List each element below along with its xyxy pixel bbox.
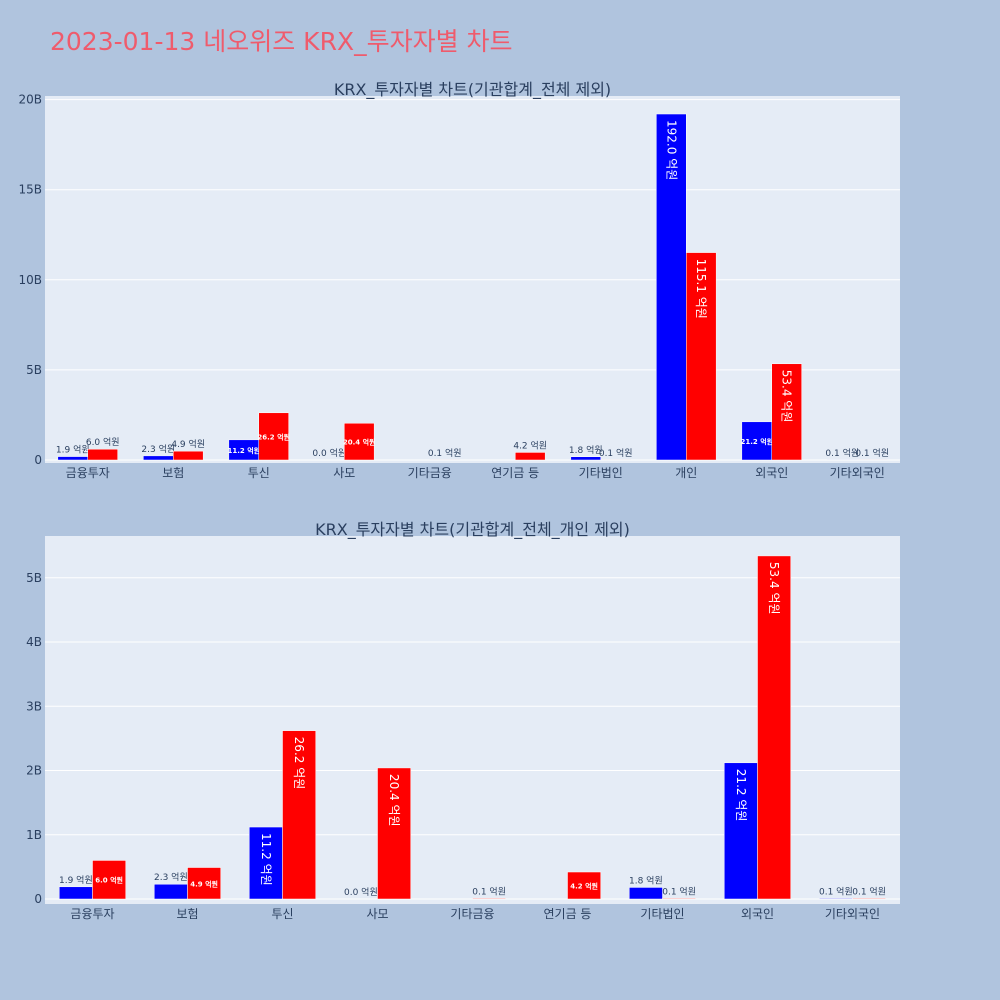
chart-bottom: 0 1B 2B 3B 4B 5B KRX_투자자별 차트(기관합계_전체_개인 제외) 금융투… <box>26 520 900 921</box>
bar-sell <box>662 898 696 900</box>
data-label: 4.9 억원 <box>190 879 218 888</box>
x-tick-label: 금융투자 <box>70 907 114 921</box>
data-label: 192.0 억원 <box>664 120 678 180</box>
data-label: 11.2 억원 <box>227 446 260 455</box>
data-label: 0.0 억원 <box>312 447 346 459</box>
bar-buy <box>819 898 853 900</box>
y-tick-label: 20B <box>18 93 42 107</box>
x-tick-label: 보험 <box>176 907 198 921</box>
data-label: 0.1 억원 <box>428 447 462 459</box>
data-label: 0.1 억원 <box>599 447 633 459</box>
data-label: 1.9 억원 <box>59 874 93 886</box>
data-label: 4.2 억원 <box>570 882 598 891</box>
bar-buy <box>656 113 687 461</box>
x-tick-label: 연기금 등 <box>491 466 539 480</box>
y-tick-label: 10B <box>18 273 42 287</box>
data-label: 20.4 억원 <box>387 774 401 827</box>
data-label: 26.2 억원 <box>257 432 290 441</box>
data-label: 2.3 억원 <box>141 443 175 455</box>
data-label: 0.1 억원 <box>662 885 696 897</box>
y-tick-label: 5B <box>26 571 42 585</box>
bar-sell <box>258 412 289 461</box>
x-tick-label: 기타법인 <box>640 907 684 921</box>
y-tick-label: 4B <box>26 635 42 649</box>
bar-sell <box>472 898 506 900</box>
data-label: 11.2 억원 <box>259 833 273 886</box>
page-title: 2023-01-13 네오위즈 KRX_투자자별 차트 <box>50 27 513 56</box>
bar-sell <box>187 867 221 900</box>
x-tick-label: 사모 <box>333 466 355 480</box>
data-label: 0.0 억원 <box>344 886 378 898</box>
data-label: 1.9 억원 <box>56 444 90 456</box>
x-tick-label: 기타금융 <box>408 466 452 480</box>
bar-sell <box>567 871 601 900</box>
data-label: 53.4 억원 <box>780 370 794 423</box>
y-tick-label: 1B <box>26 828 42 842</box>
y-tick-label: 15B <box>18 183 42 197</box>
y-tick-label: 3B <box>26 699 42 713</box>
data-label: 26.2 억원 <box>292 737 306 790</box>
x-tick-label: 보험 <box>162 466 184 480</box>
data-label: 0.1 억원 <box>472 885 506 897</box>
data-label: 6.0 억원 <box>95 876 123 885</box>
bar-sell <box>852 898 886 900</box>
bar-sell <box>377 767 411 900</box>
data-label: 4.9 억원 <box>171 438 205 450</box>
y-tick-label: 0 <box>34 453 42 467</box>
x-tick-label: 기타금융 <box>450 907 494 921</box>
data-label: 1.8 억원 <box>569 444 603 456</box>
x-tick-label: 투신 <box>271 907 293 921</box>
bar-sell <box>771 363 802 461</box>
data-label: 2.3 억원 <box>154 871 188 883</box>
bar-sell <box>515 452 546 461</box>
data-label: 0.1 억원 <box>855 447 889 459</box>
bar-buy <box>57 456 88 461</box>
data-label: 53.4 억원 <box>767 562 781 615</box>
bar-sell <box>757 555 791 900</box>
bar-buy <box>724 762 758 900</box>
x-tick-label: 외국인 <box>741 907 774 921</box>
data-label: 21.2 억원 <box>734 769 748 822</box>
x-tick-label: 연기금 등 <box>544 907 592 921</box>
x-tick-label: 개인 <box>675 466 697 480</box>
x-tick-label: 사모 <box>366 907 388 921</box>
x-tick-label: 금융투자 <box>66 466 110 480</box>
x-tick-label: 기타외국인 <box>825 907 880 921</box>
bar-sell <box>92 860 126 900</box>
x-tick-label: 기타법인 <box>579 466 623 480</box>
data-label: 21.2 억원 <box>740 437 773 446</box>
chart-title: KRX_투자자별 차트(기관합계_전체_개인 제외) <box>315 520 630 540</box>
chart-title: KRX_투자자별 차트(기관합계_전체 제외) <box>334 80 611 100</box>
x-tick-label: 기타외국인 <box>830 466 885 480</box>
data-label: 4.2 억원 <box>513 439 547 451</box>
bar-sell <box>344 422 375 461</box>
y-tick-label: 0 <box>34 892 42 906</box>
bar-sell <box>87 448 118 461</box>
x-tick-label: 외국인 <box>755 466 788 480</box>
bar-buy <box>629 887 663 900</box>
bar-buy <box>143 455 174 461</box>
data-label: 115.1 억원 <box>694 259 708 319</box>
bar-sell <box>173 450 204 461</box>
y-tick-label: 5B <box>26 363 42 377</box>
bar-buy <box>59 886 93 900</box>
data-label: 0.1 억원 <box>825 447 859 459</box>
bar-sell <box>686 252 717 461</box>
data-label: 0.1 억원 <box>852 885 886 897</box>
data-label: 20.4 억원 <box>343 438 376 447</box>
data-label: 6.0 억원 <box>86 436 120 448</box>
bar-buy <box>154 883 188 900</box>
bar-buy <box>570 456 602 461</box>
y-tick-label: 2B <box>26 764 42 778</box>
data-label: 0.1 억원 <box>819 885 853 897</box>
data-label: 1.8 억원 <box>629 874 663 886</box>
chart-top: 0 5B 10B 15B 20B KRX_투자자별 차트(기관합계_전체 제외) 금융투자 1… <box>18 80 900 480</box>
bar-buy <box>249 826 283 900</box>
x-tick-label: 투신 <box>248 466 270 480</box>
bar-sell <box>282 730 316 900</box>
